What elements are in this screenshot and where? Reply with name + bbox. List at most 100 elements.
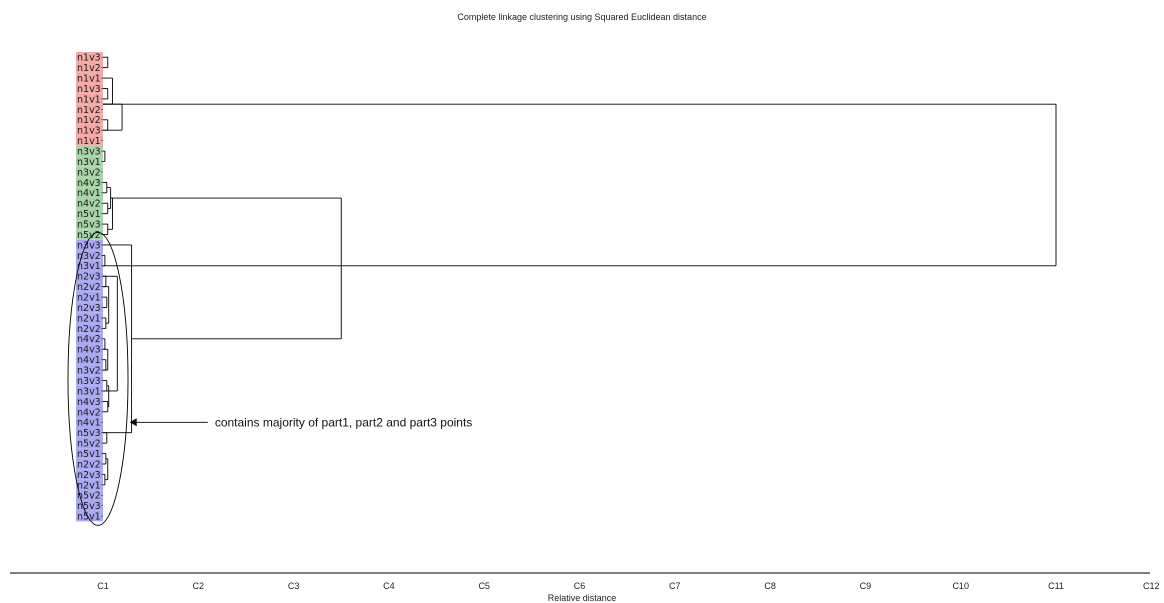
leaf-background xyxy=(76,312,103,324)
x-tick-label: C1 xyxy=(97,581,109,591)
leaf-label: n1v2 xyxy=(77,115,101,126)
leaf-label: n3v3 xyxy=(77,376,101,387)
leaf-label: n2v3 xyxy=(77,303,101,314)
x-tick-label: C7 xyxy=(669,581,681,591)
leaf-background xyxy=(76,187,103,199)
leaf-label: n4v3 xyxy=(77,397,101,408)
leaf-background xyxy=(76,83,103,94)
leaf-background xyxy=(76,93,103,105)
leaf-label: n5v3 xyxy=(77,501,101,512)
leaf-label: n3v1 xyxy=(77,261,101,272)
leaf-background xyxy=(76,427,103,438)
leaf-label: n4v3 xyxy=(77,345,101,356)
leaf-label: n4v2 xyxy=(77,334,101,345)
leaf-label: n3v3 xyxy=(77,147,101,158)
leaf-background xyxy=(76,437,103,449)
leaf-label: n1v2 xyxy=(77,63,101,74)
leaf-label: n2v2 xyxy=(77,459,101,470)
leaf-background xyxy=(76,302,103,313)
leaf-label: n5v1 xyxy=(77,449,101,460)
leaf-label: n5v2 xyxy=(77,491,101,502)
leaf-background xyxy=(76,291,103,303)
annotation-text: contains majority of part1, part2 and pa… xyxy=(215,415,472,429)
leaf-background xyxy=(76,72,103,84)
chart-title: Complete linkage clustering using Square… xyxy=(457,12,707,22)
x-tick-label: C4 xyxy=(383,581,395,591)
leaf-label: n1v2 xyxy=(77,105,101,116)
leaf-label: n4v2 xyxy=(77,199,101,210)
leaf-label: n4v1 xyxy=(77,418,101,429)
leaf-background xyxy=(76,156,103,167)
highlight-ellipse xyxy=(67,231,129,526)
leaf-label: n2v3 xyxy=(77,272,101,283)
leaf-background xyxy=(76,271,103,282)
leaf-label: n2v1 xyxy=(77,293,101,304)
leaf-background xyxy=(76,469,103,480)
leaf-label: n5v1 xyxy=(77,512,101,523)
x-tick-label: C9 xyxy=(860,581,872,591)
leaf-label: n1v3 xyxy=(77,84,101,95)
leaf-background xyxy=(76,375,103,386)
leaf-background xyxy=(76,145,103,157)
leaf-label: n4v1 xyxy=(77,355,101,366)
leaf-background xyxy=(76,354,103,365)
leaf-label: n2v1 xyxy=(77,480,101,491)
leaf-background xyxy=(76,406,103,418)
leaf-background xyxy=(76,500,103,511)
leaf-label: n3v2 xyxy=(77,366,101,377)
leaf-background xyxy=(76,208,103,219)
leaf-background xyxy=(76,323,103,334)
leaf-background xyxy=(76,239,103,251)
x-tick-label: C11 xyxy=(1048,581,1064,591)
leaf-label: n5v1 xyxy=(77,209,101,220)
leaf-label: n3v2 xyxy=(77,251,101,262)
leaf-background xyxy=(76,510,103,522)
leaf-background xyxy=(76,344,103,355)
leaf-label: n4v2 xyxy=(77,407,101,418)
leaf-label: n5v3 xyxy=(77,220,101,231)
leaf-label: n1v1 xyxy=(77,94,101,105)
leaf-label: n2v1 xyxy=(77,313,101,324)
leaf-background xyxy=(76,166,103,178)
leaf-background xyxy=(76,198,103,209)
x-tick-label: C2 xyxy=(193,581,205,591)
leaf-label: n2v2 xyxy=(77,282,101,293)
annotation-arrowhead xyxy=(129,418,137,427)
x-tick-label: C6 xyxy=(574,581,586,591)
x-tick-label: C10 xyxy=(952,581,969,591)
leaf-background xyxy=(76,229,103,240)
leaf-background xyxy=(76,52,103,63)
leaf-background xyxy=(76,114,103,126)
leaf-label: n3v3 xyxy=(77,240,101,251)
x-tick-label: C8 xyxy=(764,581,776,591)
leaf-label: n2v2 xyxy=(77,324,101,335)
leaf-background xyxy=(76,364,103,376)
leaf-background xyxy=(76,417,103,428)
leaf-background xyxy=(76,62,103,73)
leaf-background xyxy=(76,250,103,261)
leaf-label: n4v3 xyxy=(77,178,101,189)
leaf-label: n3v1 xyxy=(77,157,101,168)
leaf-label: n5v2 xyxy=(77,230,101,241)
leaf-background xyxy=(76,458,103,470)
leaf-label: n5v2 xyxy=(77,439,101,450)
leaf-label: n3v2 xyxy=(77,167,101,178)
x-tick-label: C5 xyxy=(478,581,490,591)
leaf-label: n1v3 xyxy=(77,53,101,64)
leaf-label: n2v3 xyxy=(77,470,101,481)
leaf-background xyxy=(76,385,103,397)
leaf-label: n1v1 xyxy=(77,136,101,147)
leaf-background xyxy=(76,104,103,115)
leaf-label: n4v1 xyxy=(77,188,101,199)
leaf-background xyxy=(76,448,103,459)
leaf-label: n5v3 xyxy=(77,428,101,439)
leaf-background xyxy=(76,177,103,188)
leaf-background xyxy=(76,281,103,292)
leaf-background xyxy=(76,396,103,407)
leaf-background xyxy=(76,125,103,136)
x-tick-label: C12 xyxy=(1143,581,1160,591)
leaf-background xyxy=(76,490,103,501)
leaf-label: n1v1 xyxy=(77,73,101,84)
leaf-background xyxy=(76,135,103,146)
